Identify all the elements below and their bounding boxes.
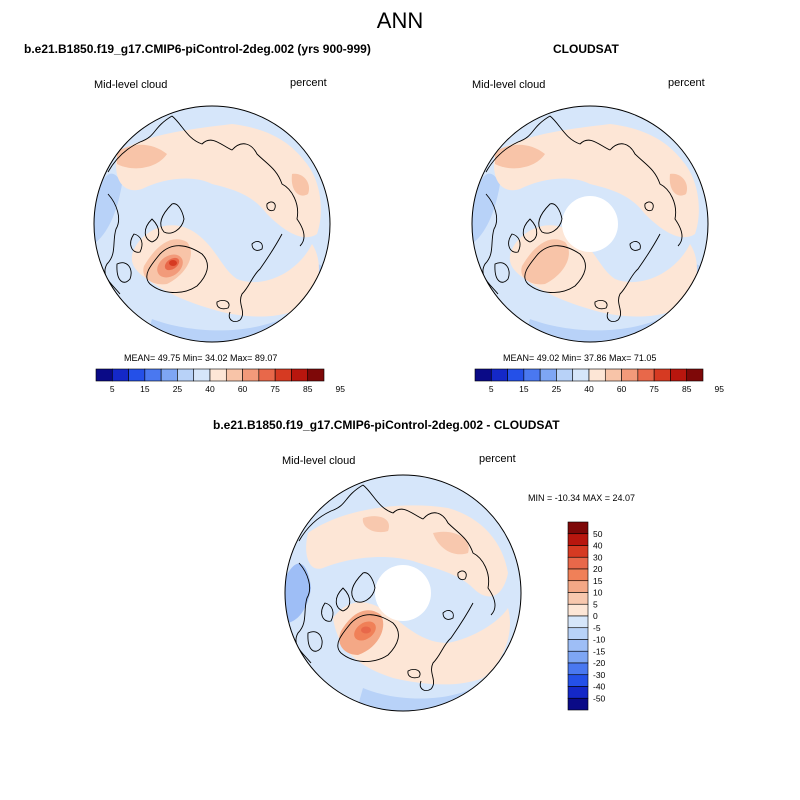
panel1-units: percent (290, 77, 327, 89)
panel2-colorbar-tick-label: 25 (552, 384, 562, 394)
panel1-colorbar-swatch (160, 368, 178, 382)
panel3-colorbar-swatch (567, 545, 589, 558)
panel3-colorbar-tick-label: 30 (593, 552, 603, 562)
panel1-title: b.e21.B1850.f19_g17.CMIP6-piControl-2deg… (24, 42, 371, 56)
panel1-colorbar-tick-label: 5 (110, 384, 115, 394)
panel2-colorbar-swatch (604, 368, 622, 382)
panel1-colorbar-tick-label: 60 (238, 384, 248, 394)
panel2-units: percent (668, 77, 705, 89)
panel3-colorbar-swatch (567, 627, 589, 640)
panel2-colorbar-tick-label: 85 (682, 384, 692, 394)
panel3-colorbar-tick-label: -30 (593, 670, 606, 680)
panel3-colorbar-swatch (567, 650, 589, 664)
panel1-colorbar-swatch (95, 368, 113, 382)
panel2-map (471, 105, 709, 343)
panel2-colorbar-swatch (474, 368, 492, 382)
panel3-colorbar-swatch (567, 533, 589, 546)
panel2-colorbar-swatch (670, 368, 688, 382)
panel2-colorbar-swatch (523, 368, 541, 382)
panel2-colorbar-swatch (637, 368, 655, 382)
panel3-colorbar-swatch (567, 639, 589, 652)
panel3-colorbar-tick-label: 50 (593, 529, 603, 539)
panel3-variable: Mid-level cloud (282, 455, 356, 467)
panel1-map (93, 105, 331, 343)
panel3-colorbar-tick-label: -5 (593, 623, 601, 633)
panel3-stats: MIN = -10.34 MAX = 24.07 (528, 493, 636, 503)
panel3-colorbar-swatch (567, 603, 589, 617)
panel1-colorbar-swatch (291, 368, 309, 382)
panel3-colorbar-tick-label: -40 (593, 682, 606, 692)
panel1-colorbar-swatch (274, 368, 292, 382)
panel1-colorbar-tick-label: 75 (270, 384, 280, 394)
panel2-colorbar-tick-label: 75 (649, 384, 659, 394)
panel2-colorbar-swatch (588, 368, 606, 382)
panel2-title: CLOUDSAT (553, 42, 619, 56)
panel1-colorbar-tick-label: 25 (173, 384, 183, 394)
panel3-colorbar-tick-label: 10 (593, 588, 603, 598)
panel3-colorbar-swatch (567, 697, 589, 711)
panel2-colorbar-tick-label: 60 (617, 384, 627, 394)
panel2-colorbar-tick-label: 15 (519, 384, 529, 394)
panel1-colorbar-tick-label: 15 (140, 384, 150, 394)
panel2-colorbar-tick-label: 40 (584, 384, 594, 394)
panel3-map (284, 474, 522, 712)
panel1-colorbar-swatch (193, 368, 211, 382)
panel2-colorbar-tick-label: 95 (715, 384, 725, 394)
panel3-colorbar-swatch (567, 615, 589, 629)
panel2-stats: MEAN= 49.02 Min= 37.86 Max= 71.05 (503, 353, 657, 363)
panel2-colorbar-swatch (490, 368, 508, 382)
panel1-colorbar-swatch (111, 368, 129, 382)
panel3-colorbar-tick-label: 40 (593, 541, 603, 551)
panel3-colorbar-swatch (567, 568, 589, 582)
panel3-colorbar-tick-label: 15 (593, 576, 603, 586)
panel2-colorbar-swatch (556, 368, 574, 382)
panel2-variable: Mid-level cloud (472, 79, 546, 91)
panel1-colorbar-tick-label: 95 (336, 384, 346, 394)
panel2-colorbar-swatch (572, 368, 590, 382)
panel1-colorbar-tick-label: 85 (303, 384, 313, 394)
panel2-colorbar-tick-label: 5 (489, 384, 494, 394)
panel2-colorbar-swatch (653, 368, 671, 382)
panel1-colorbar: 5 15 25 40 60 75 85 95 (95, 368, 346, 394)
panel3-units: percent (479, 453, 516, 465)
panel1-colorbar-swatch (242, 368, 260, 382)
panel1-colorbar-swatch (209, 368, 227, 382)
panel1-colorbar-swatch (258, 368, 276, 382)
panel3-colorbar-swatch (567, 686, 589, 699)
season-title: ANN (376, 8, 424, 33)
panel3-colorbar-tick-label: 0 (593, 611, 598, 621)
panel1-colorbar-swatch (128, 368, 146, 382)
panel1-colorbar-swatch (307, 368, 325, 382)
panel3-colorbar-tick-label: -50 (593, 693, 606, 703)
panel2-colorbar-swatch (539, 368, 557, 382)
panel2-colorbar-swatch (507, 368, 525, 382)
panel3-colorbar-tick-label: 5 (593, 599, 598, 609)
panel2-colorbar-swatch (686, 368, 704, 382)
panel3-colorbar-swatch (567, 580, 589, 593)
panel1-colorbar-swatch (225, 368, 243, 382)
panel2-colorbar-swatch (621, 368, 639, 382)
panel1-colorbar-swatch (144, 368, 162, 382)
panel1-stats: MEAN= 49.75 Min= 34.02 Max= 89.07 (124, 353, 278, 363)
panel3-colorbar-tick-label: -15 (593, 646, 606, 656)
panel1-colorbar-tick-label: 40 (205, 384, 215, 394)
panel2-colorbar: 5 15 25 40 60 75 85 95 (474, 368, 725, 394)
panel3-colorbar-swatch (567, 662, 589, 676)
panel3-colorbar-tick-label: -10 (593, 635, 606, 645)
panel3-colorbar-tick-label: -20 (593, 658, 606, 668)
panel3-colorbar-swatch (567, 521, 589, 535)
panel3-colorbar-swatch (567, 592, 589, 605)
panel1-variable: Mid-level cloud (94, 79, 168, 91)
panel1-colorbar-swatch (177, 368, 195, 382)
panel3-colorbar-swatch (567, 556, 589, 570)
panel3-colorbar-swatch (567, 674, 589, 687)
panel3-title: b.e21.B1850.f19_g17.CMIP6-piControl-2deg… (213, 418, 560, 432)
panel3-colorbar-tick-label: 20 (593, 564, 603, 574)
